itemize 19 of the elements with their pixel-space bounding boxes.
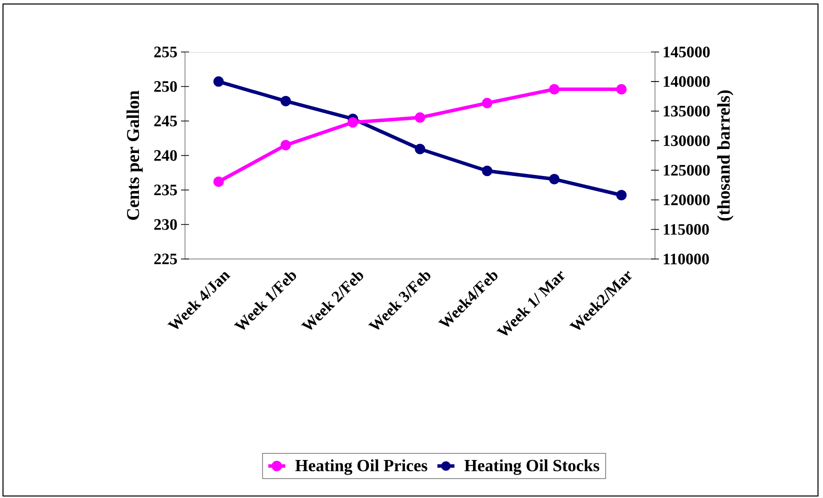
y2-tick-label: 110000 bbox=[664, 254, 709, 264]
y2-tick-label: 130000 bbox=[664, 135, 710, 146]
y-axis-title: Cents per Gallon bbox=[126, 90, 143, 220]
y2-tick-label: 145000 bbox=[664, 46, 710, 58]
y-tick-label: 230 bbox=[154, 219, 177, 230]
y2-tick-label: 125000 bbox=[664, 164, 710, 176]
y-tick-label: 225 bbox=[154, 254, 177, 264]
legend-label: Heating Oil Prices bbox=[295, 459, 428, 475]
y2-axis-title: (thosand barrels) bbox=[717, 90, 734, 221]
y-tick-label: 250 bbox=[154, 81, 177, 92]
y-tick-label: 240 bbox=[154, 150, 177, 161]
y-tick-label: 235 bbox=[154, 184, 177, 196]
y-tick-label: 245 bbox=[154, 116, 177, 126]
legend-label: Heating Oil Stocks bbox=[464, 459, 600, 475]
y-tick-label: 255 bbox=[154, 46, 177, 58]
y2-tick-label: 140000 bbox=[664, 76, 710, 87]
y2-tick-label: 120000 bbox=[664, 194, 710, 206]
y2-tick-label: 135000 bbox=[664, 106, 710, 117]
y2-tick-label: 115000 bbox=[664, 224, 709, 235]
